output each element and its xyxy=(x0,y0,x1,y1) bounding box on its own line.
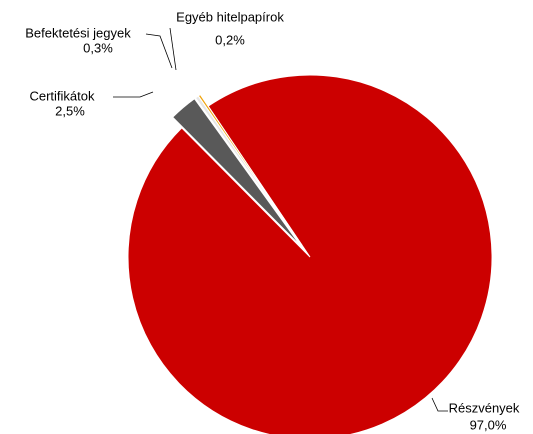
value-label: 0,2% xyxy=(215,32,245,47)
value-label: 2,5% xyxy=(55,103,85,118)
leader-line xyxy=(169,27,177,71)
pie-slice xyxy=(197,93,303,246)
category-label: Certifikátok xyxy=(29,88,95,103)
category-label: Részvények xyxy=(449,400,520,415)
pie-slice xyxy=(171,98,302,247)
leader-line xyxy=(431,397,448,412)
pie-slice xyxy=(127,74,493,434)
pie xyxy=(127,74,493,434)
value-label: 97,0% xyxy=(470,417,507,432)
category-label: Egyéb hitelpapírok xyxy=(176,9,284,24)
value-label: 0,3% xyxy=(83,40,113,55)
category-label: Befektetési jegyek xyxy=(25,25,131,40)
leader-line xyxy=(113,91,154,98)
leader-line xyxy=(145,33,173,69)
